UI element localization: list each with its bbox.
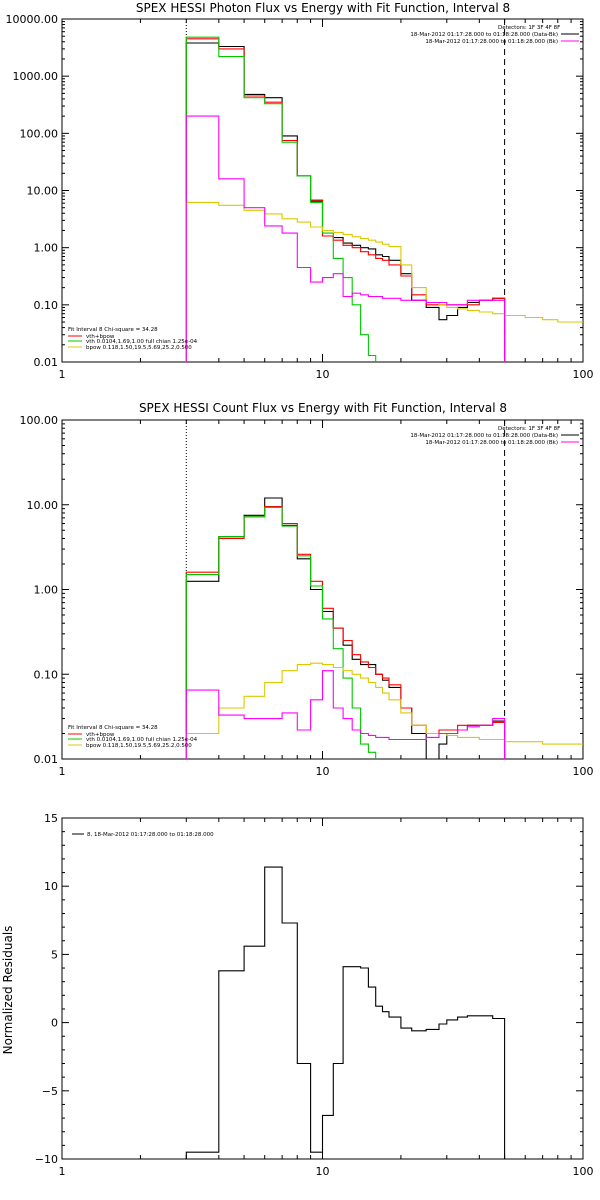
legend-detectors: Detectors: 1F 3F 4F 8F — [498, 25, 560, 31]
count-flux-series — [185, 497, 583, 760]
series-vth — [185, 36, 377, 362]
y-tick-label: 10 — [44, 880, 58, 893]
residuals-y-axis: −10 −5 0 5 10 15 — [35, 812, 583, 1166]
x-tick-label: 100 — [573, 368, 594, 381]
y-tick-label: 1.00 — [34, 242, 59, 255]
series-bk — [185, 670, 506, 759]
series-bpow — [185, 201, 583, 362]
y-tick-label: 100.00 — [20, 127, 59, 140]
photon-flux-title: SPEX HESSI Photon Flux vs Energy with Fi… — [136, 1, 510, 15]
x-tick-label: 100 — [573, 765, 594, 778]
legend-bk: 18-Mar-2012 01:17:28.000 to 01:18:28.000… — [425, 39, 558, 45]
x-tick-label: 100 — [573, 1165, 594, 1178]
series-8-18-mar-2012-01-17-28-000-to-01-18-28-000 — [185, 866, 506, 1159]
legend-data-bk: 18-Mar-2012 01:17:28.000 to 01:18:28.000… — [410, 433, 558, 439]
legend-fit-label: bpow 0.118,1.50,19.5,5.69,25.2,0.500 — [86, 743, 192, 749]
count-flux-x-axis: 1 10 100 — [59, 420, 594, 778]
x-tick-label: 10 — [316, 368, 330, 381]
y-tick-label: 0.10 — [34, 668, 59, 681]
series-data-bk — [185, 42, 506, 362]
y-tick-label: 0.10 — [34, 299, 59, 312]
legend-residual-label: 8, 18-Mar-2012 01:17:28.000 to 01:18:28.… — [87, 832, 214, 838]
y-tick-label: 15 — [44, 812, 58, 825]
series-vth — [185, 506, 377, 759]
legend-fit-label: vth+bpow — [86, 732, 115, 738]
photon-flux-legend-bottom: Fit Interval 8 Chi-square = 34.28vth+bpo… — [68, 327, 198, 351]
y-tick-label: 1000.00 — [13, 70, 59, 83]
photon-flux-fit-range-lines — [185, 19, 506, 362]
series-bpow — [185, 662, 583, 759]
y-tick-label: 0.01 — [34, 753, 59, 766]
residuals-series — [185, 866, 506, 1159]
residuals-legend: 8, 18-Mar-2012 01:17:28.000 to 01:18:28.… — [72, 832, 214, 838]
series-bk — [185, 115, 506, 362]
photon-flux-y-axis: 0.01 0.10 1.00 10.00 100.00 1000.00 10000.00 — [6, 13, 583, 369]
legend-fit-label: vth 0.0104,1.69,1.00 full chian 1.25e-04 — [86, 737, 198, 743]
legend-detectors: Detectors: 1F 3F 4F 8F — [498, 426, 560, 432]
legend-fit-label: bpow 0.118,1.50,19.5,5.69,25.2,0.500 — [86, 345, 192, 351]
series-vth-bpow — [185, 38, 506, 362]
photon-flux-panel: SPEX HESSI Photon Flux vs Energy with Fi… — [6, 1, 594, 381]
x-tick-label: 10 — [316, 1165, 330, 1178]
y-tick-label: 1.00 — [34, 584, 59, 597]
x-tick-label: 1 — [59, 765, 66, 778]
y-tick-label: 10.00 — [27, 499, 59, 512]
y-tick-label: 10.00 — [27, 185, 59, 198]
count-flux-panel: SPEX HESSI Count Flux vs Energy with Fit… — [20, 401, 594, 778]
count-flux-legend-bottom: Fit Interval 8 Chi-square = 34.28vth+bpo… — [68, 725, 198, 749]
residuals-y-axis-label: Normalized Residuals — [1, 926, 15, 1055]
series-vth-bpow — [185, 506, 506, 759]
count-flux-title: SPEX HESSI Count Flux vs Energy with Fit… — [139, 401, 507, 415]
y-tick-label: 10000.00 — [6, 13, 59, 26]
photon-flux-x-axis: 1 10 100 — [59, 19, 594, 381]
legend-fit-label: vth+bpow — [86, 334, 115, 340]
count-flux-y-axis: 0.01 0.10 1.00 10.00 100.00 — [20, 414, 583, 766]
y-tick-label: 0 — [51, 1017, 58, 1030]
y-tick-label: −5 — [42, 1085, 58, 1098]
legend-fit-interval: Fit Interval 8 Chi-square = 34.28 — [68, 725, 158, 731]
y-tick-label: 0.01 — [34, 356, 59, 369]
x-tick-label: 1 — [59, 1165, 66, 1178]
residuals-x-axis: 1 10 100 — [59, 818, 594, 1178]
legend-data-bk: 18-Mar-2012 01:17:28.000 to 01:18:28.000… — [410, 32, 558, 38]
x-tick-label: 10 — [316, 765, 330, 778]
x-tick-label: 1 — [59, 368, 66, 381]
photon-flux-series — [185, 36, 583, 362]
legend-fit-interval: Fit Interval 8 Chi-square = 34.28 — [68, 327, 158, 333]
y-tick-label: 5 — [51, 948, 58, 961]
y-tick-label: 100.00 — [20, 414, 59, 427]
y-tick-label: −10 — [35, 1153, 58, 1166]
legend-bk: 18-Mar-2012 01:17:28.000 to 01:18:28.000… — [425, 440, 558, 446]
legend-fit-label: vth 0.0104,1.69,1.00 full chian 1.25e-04 — [86, 339, 198, 345]
